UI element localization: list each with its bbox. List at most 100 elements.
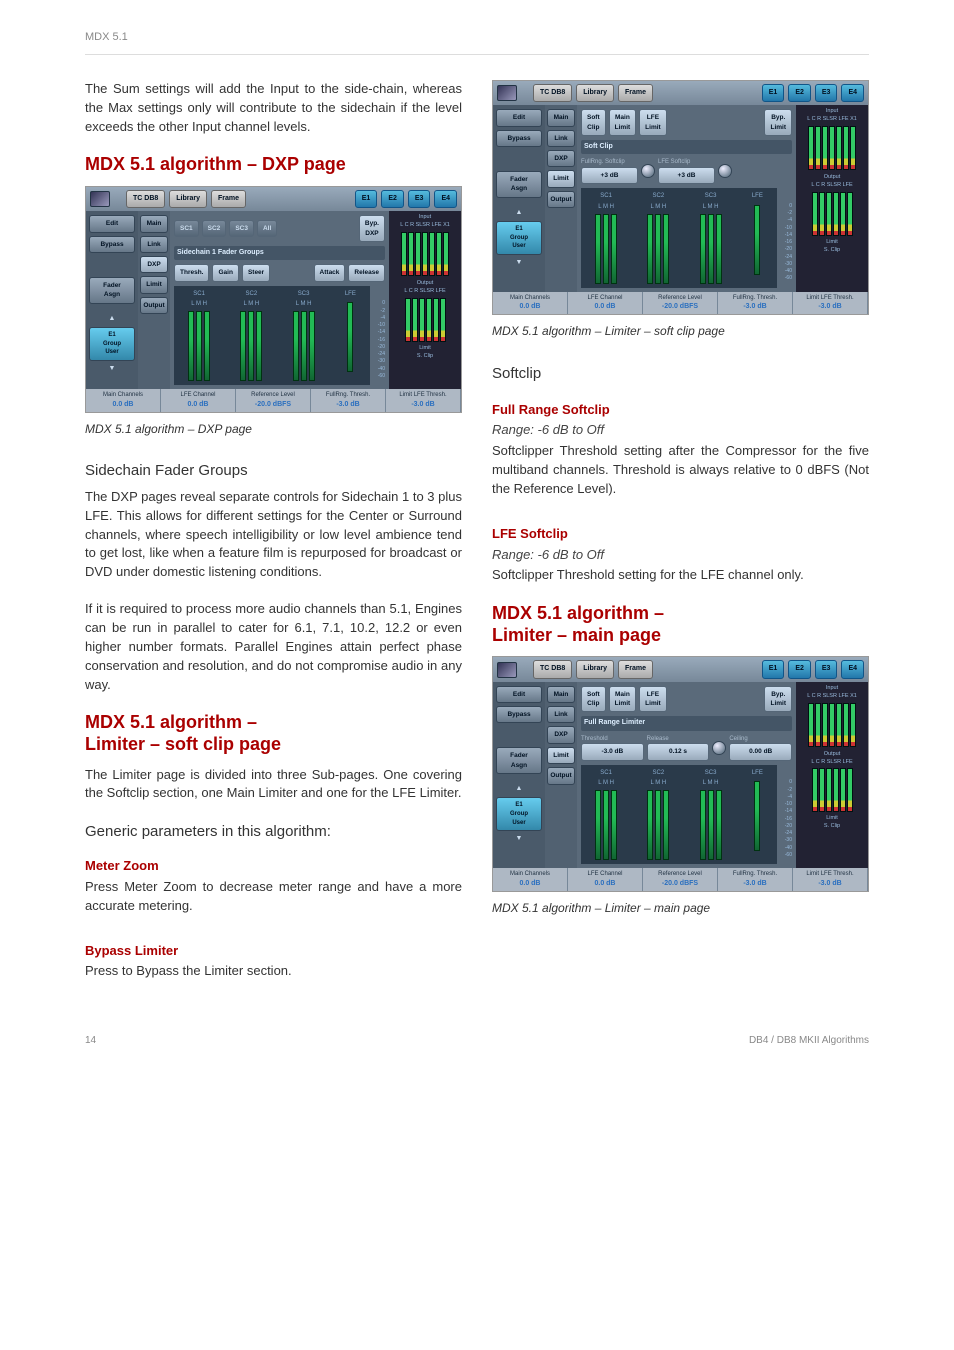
btn-e1-group[interactable]: E1 Group User [496,797,542,831]
tab-e1[interactable]: E1 [762,84,785,102]
softclip-knob-icon[interactable] [641,164,655,178]
btn-link[interactable]: Link [140,236,168,253]
fader-bar[interactable] [595,790,601,860]
btn-limit[interactable]: Limit [140,276,168,293]
fader-bar[interactable] [754,205,760,275]
fader-bar[interactable] [248,311,254,381]
fader-bar[interactable] [708,214,714,284]
btn-byp-limit[interactable]: Byp. Limit [764,109,792,136]
fader-bar[interactable] [256,311,262,381]
tab-e2[interactable]: E2 [381,190,404,208]
tab-e2[interactable]: E2 [788,660,811,678]
tab-e4[interactable]: E4 [841,84,864,102]
btn-output[interactable]: Output [547,767,575,784]
tab-library[interactable]: Library [576,660,614,678]
btn-link[interactable]: Link [547,706,575,723]
fader-bar[interactable] [603,214,609,284]
fader-bar[interactable] [301,311,307,381]
fader-bar[interactable] [204,311,210,381]
btn-dxp[interactable]: DXP [547,726,575,743]
btn-sc1[interactable]: SC1 [174,220,199,237]
btn-steer[interactable]: Steer [242,264,270,281]
btn-softclip[interactable]: Soft Clip [581,686,606,713]
fader-bar[interactable] [655,790,661,860]
btn-all[interactable]: All [257,220,277,237]
btn-sc2[interactable]: SC2 [202,220,227,237]
btn-limit[interactable]: Limit [547,747,575,764]
btn-dxp[interactable]: DXP [140,256,168,273]
fader-bar[interactable] [647,790,653,860]
btn-lfelimit[interactable]: LFE Limit [639,686,667,713]
tab-tcdb8[interactable]: TC DB8 [126,190,165,208]
btn-main[interactable]: Main [140,215,168,232]
btn-fader-asgn[interactable]: Fader Asgn [89,277,135,304]
tab-e1[interactable]: E1 [762,660,785,678]
btn-gain[interactable]: Gain [212,264,238,281]
fader-bar[interactable] [309,311,315,381]
tab-frame[interactable]: Frame [618,660,653,678]
fader-bar[interactable] [647,214,653,284]
fader-bar[interactable] [716,790,722,860]
btn-output[interactable]: Output [140,297,168,314]
fader-bar[interactable] [708,790,714,860]
fader-bar[interactable] [595,214,601,284]
fader-bar[interactable] [655,214,661,284]
tab-e4[interactable]: E4 [434,190,457,208]
tab-e3[interactable]: E3 [815,84,838,102]
val-release[interactable]: 0.12 s [647,743,710,760]
release-knob-icon[interactable] [712,741,726,755]
fader-bar[interactable] [188,311,194,381]
btn-edit[interactable]: Edit [496,109,542,126]
lfe-softclip-knob-icon[interactable] [718,164,732,178]
fader-bar[interactable] [347,302,353,372]
fader-bar[interactable] [293,311,299,381]
btn-thresh[interactable]: Thresh. [174,264,209,281]
btn-e1-group[interactable]: E1 Group User [89,327,135,361]
btn-bypass[interactable]: Bypass [496,130,542,147]
btn-main[interactable]: Main [547,686,575,703]
tab-tcdb8[interactable]: TC DB8 [533,660,572,678]
tab-frame[interactable]: Frame [211,190,246,208]
btn-softclip[interactable]: Soft Clip [581,109,606,136]
fader-bar[interactable] [603,790,609,860]
btn-output[interactable]: Output [547,191,575,208]
btn-edit[interactable]: Edit [89,215,135,232]
tab-frame[interactable]: Frame [618,84,653,102]
fader-bar[interactable] [663,790,669,860]
fader-bar[interactable] [611,214,617,284]
fader-bar[interactable] [196,311,202,381]
btn-main[interactable]: Main [547,109,575,126]
val-fullrng-softclip[interactable]: +3 dB [581,167,638,184]
btn-lfelimit[interactable]: LFE Limit [639,109,667,136]
btn-attack[interactable]: Attack [314,264,346,281]
tab-e2[interactable]: E2 [788,84,811,102]
btn-limit[interactable]: Limit [547,170,575,187]
btn-link[interactable]: Link [547,130,575,147]
btn-edit[interactable]: Edit [496,686,542,703]
tab-library[interactable]: Library [576,84,614,102]
fader-bar[interactable] [240,311,246,381]
fader-bar[interactable] [663,214,669,284]
fader-bar[interactable] [700,214,706,284]
fader-bar[interactable] [611,790,617,860]
fader-bar[interactable] [754,781,760,851]
val-ceiling[interactable]: 0.00 dB [729,743,792,760]
fader-bar[interactable] [716,214,722,284]
val-lfe-softclip[interactable]: +3 dB [658,167,715,184]
tab-library[interactable]: Library [169,190,207,208]
tab-tcdb8[interactable]: TC DB8 [533,84,572,102]
btn-e1-group[interactable]: E1 Group User [496,221,542,255]
btn-byp-limit[interactable]: Byp. Limit [764,686,792,713]
tab-e1[interactable]: E1 [355,190,378,208]
btn-fader-asgn[interactable]: Fader Asgn [496,747,542,774]
btn-fader-asgn[interactable]: Fader Asgn [496,171,542,198]
btn-release[interactable]: Release [348,264,385,281]
val-threshold[interactable]: -3.0 dB [581,743,644,760]
btn-dxp[interactable]: DXP [547,150,575,167]
tab-e4[interactable]: E4 [841,660,864,678]
tab-e3[interactable]: E3 [815,660,838,678]
btn-bypass[interactable]: Bypass [496,706,542,723]
tab-e3[interactable]: E3 [408,190,431,208]
fader-bar[interactable] [700,790,706,860]
btn-bypass[interactable]: Bypass [89,236,135,253]
